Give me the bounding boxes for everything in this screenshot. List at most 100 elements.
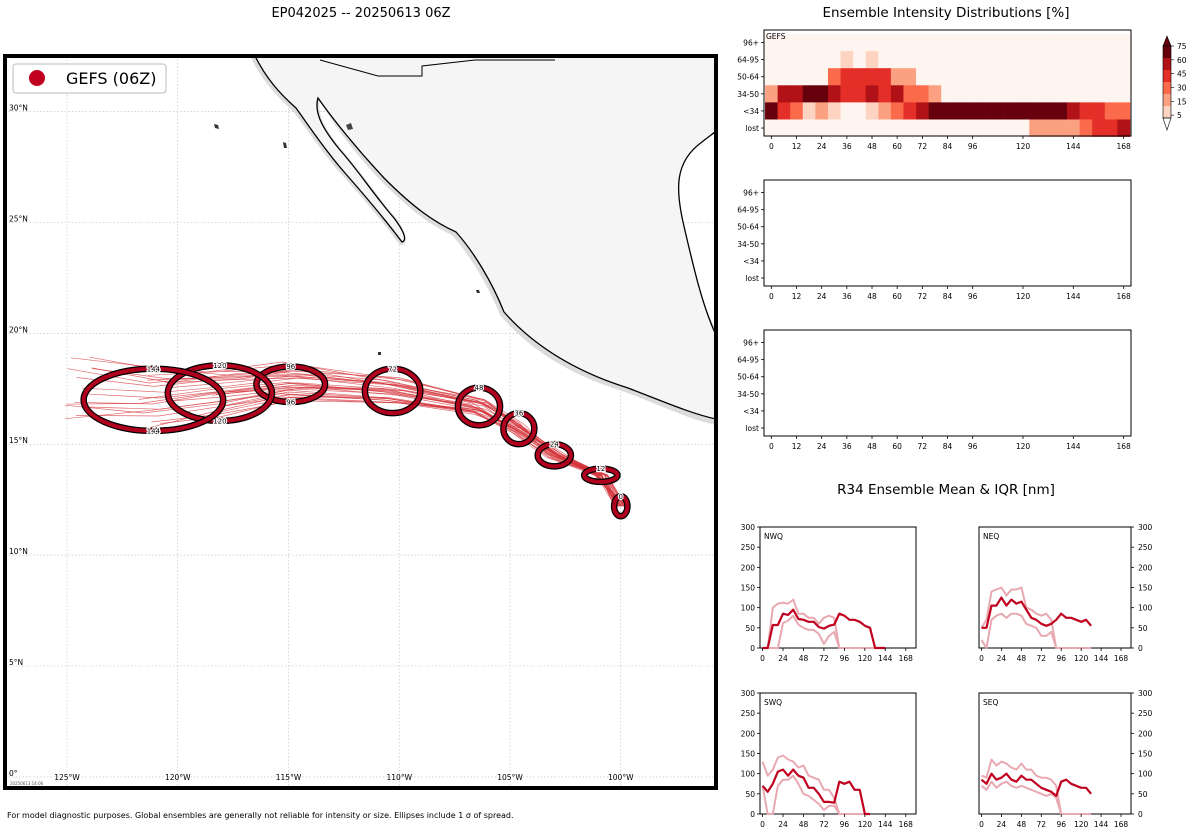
x-tick-label: 48 (867, 142, 877, 151)
island-socorro (378, 352, 381, 355)
x-tick-label: 72 (819, 820, 829, 829)
r34-panel-swq: 0 24 48 72 96 120 144 168 0 50 100 150 200 250 300 SWQ (741, 689, 917, 829)
lat-tick-label: 10°N (9, 547, 28, 556)
y-tick-label: 50 (1138, 790, 1148, 799)
r34-frame (759, 692, 917, 815)
r34-panel-nwq: 0 24 48 72 96 120 144 168 0 50 100 150 200 250 300 NWQ (741, 523, 917, 663)
heatmap-cell (1067, 119, 1080, 137)
heatmap-cell (903, 51, 917, 69)
heatmap-cell (765, 68, 778, 86)
heatmap-cell (953, 34, 967, 52)
ellipse-hour-label: 144 (147, 427, 161, 435)
heatmap-cell (1054, 119, 1068, 137)
y-tick-label: <34 (743, 407, 759, 416)
x-tick-label: 48 (1017, 820, 1027, 829)
x-tick-label: 24 (778, 820, 788, 829)
heatmap-cell (1054, 102, 1068, 120)
heatmap-cell (1004, 51, 1018, 69)
heatmap-panel-gefs: 96+ 64-95 50-64 34-50 <34 lost 0 12 24 36 48 60 72 84… (737, 29, 1132, 151)
map-axis-labels: 30°N 25°N 20°N 15°N 10°N 5°N 0° 125°W 120°W 115°W… (9, 103, 634, 782)
heatmap-cell (815, 85, 829, 103)
heatmap-cell (1004, 68, 1018, 86)
x-tick-label: 144 (878, 654, 893, 663)
y-tick-label: 50 (745, 790, 755, 799)
heatmap-cell (890, 51, 904, 69)
heatmap-cell (1092, 85, 1106, 103)
x-tick-label: 24 (778, 654, 788, 663)
ellipse-hour-label: 96 (286, 399, 295, 407)
y-tick-label: lost (745, 274, 759, 283)
y-tick-label: 50-64 (737, 73, 759, 82)
x-tick-label: 24 (817, 292, 827, 301)
y-tick-label: 200 (1138, 563, 1153, 572)
x-tick-label: 0 (979, 654, 984, 663)
heatmap-cell (903, 119, 917, 137)
y-tick-label: 0 (750, 644, 755, 653)
member-track (74, 384, 616, 507)
heatmap-panel-2: 96+ 64-95 50-64 34-50 <34 lost 0 12 24 36 48 60 72 84… (737, 179, 1132, 301)
heatmap-cell (827, 85, 841, 103)
heatmap-cell (941, 119, 955, 137)
x-tick-label: 60 (892, 142, 902, 151)
r34-quadrant-label: NEQ (983, 532, 999, 541)
heatmap-cell (903, 85, 917, 103)
y-tick-label: 300 (741, 689, 756, 698)
heatmap-cell (840, 34, 854, 52)
y-tick-label: 150 (1138, 584, 1153, 593)
heatmap-background (764, 330, 1131, 436)
y-tick-label: 200 (741, 729, 756, 738)
r34-q75-line (980, 586, 1092, 649)
y-tick-label: 96+ (743, 339, 759, 348)
heatmap-cell (1104, 68, 1118, 86)
x-tick-label: 48 (867, 292, 877, 301)
heatmap-cell (865, 102, 879, 120)
x-tick-label: 120 (1016, 442, 1031, 451)
y-tick-label: 64-95 (737, 356, 759, 365)
r34-panel-neq: 0 24 48 72 96 120 144 168 0 50 100 150 200 250 300 NEQ (978, 523, 1153, 663)
heatmap-cell (1004, 34, 1018, 52)
heatmap-cell (953, 119, 967, 137)
island-guadalupe (214, 124, 219, 129)
r34-mean-line (761, 768, 870, 816)
heatmap-cell (966, 34, 980, 52)
heatmap-cell (865, 51, 879, 69)
heatmap-cell (865, 34, 879, 52)
heatmap-cell (1054, 51, 1068, 69)
heatmap-cell (853, 85, 867, 103)
ellipse-forecast-hour (501, 411, 537, 447)
heatmap-cell (815, 102, 829, 120)
x-tick-label: 24 (817, 142, 827, 151)
heatmap-cell (1016, 119, 1030, 137)
heatmap-cell (928, 85, 942, 103)
x-tick-label: 36 (842, 442, 852, 451)
y-tick-label: 200 (1138, 729, 1153, 738)
x-tick-label: 96 (968, 142, 978, 151)
heatmap-cell (853, 119, 867, 137)
ellipse-forecast-hour (254, 364, 328, 405)
member-track (151, 400, 623, 507)
x-tick-label: 72 (918, 292, 928, 301)
heatmap-cell (878, 85, 892, 103)
heatmap-cell (1092, 68, 1106, 86)
heatmap-cell (1016, 68, 1030, 86)
heatmap-cell (928, 34, 942, 52)
heatmap-cell (765, 34, 778, 52)
heatmap-cell (1041, 34, 1055, 52)
lon-tick-label: 105°W (497, 773, 523, 782)
heatmap-cell (827, 102, 841, 120)
heatmap-cell (1016, 102, 1030, 120)
ellipse-hour-label: 48 (475, 384, 484, 392)
ellipse-hour-label: 144 (147, 365, 161, 373)
x-tick-label: 72 (918, 142, 928, 151)
heatmap-cell (1054, 34, 1068, 52)
heatmap-cell (1041, 119, 1055, 137)
timestamp-stamp: 20250613 14:06 (10, 781, 44, 786)
y-tick-label: lost (745, 124, 759, 133)
x-tick-label: 168 (1114, 654, 1129, 663)
heatmap-cell (1117, 68, 1131, 86)
lat-tick-label: 5°N (9, 658, 23, 667)
us-border (319, 59, 555, 77)
y-tick-label: 0 (750, 810, 755, 819)
heatmap-cell (827, 119, 841, 137)
x-tick-label: 168 (1116, 292, 1131, 301)
